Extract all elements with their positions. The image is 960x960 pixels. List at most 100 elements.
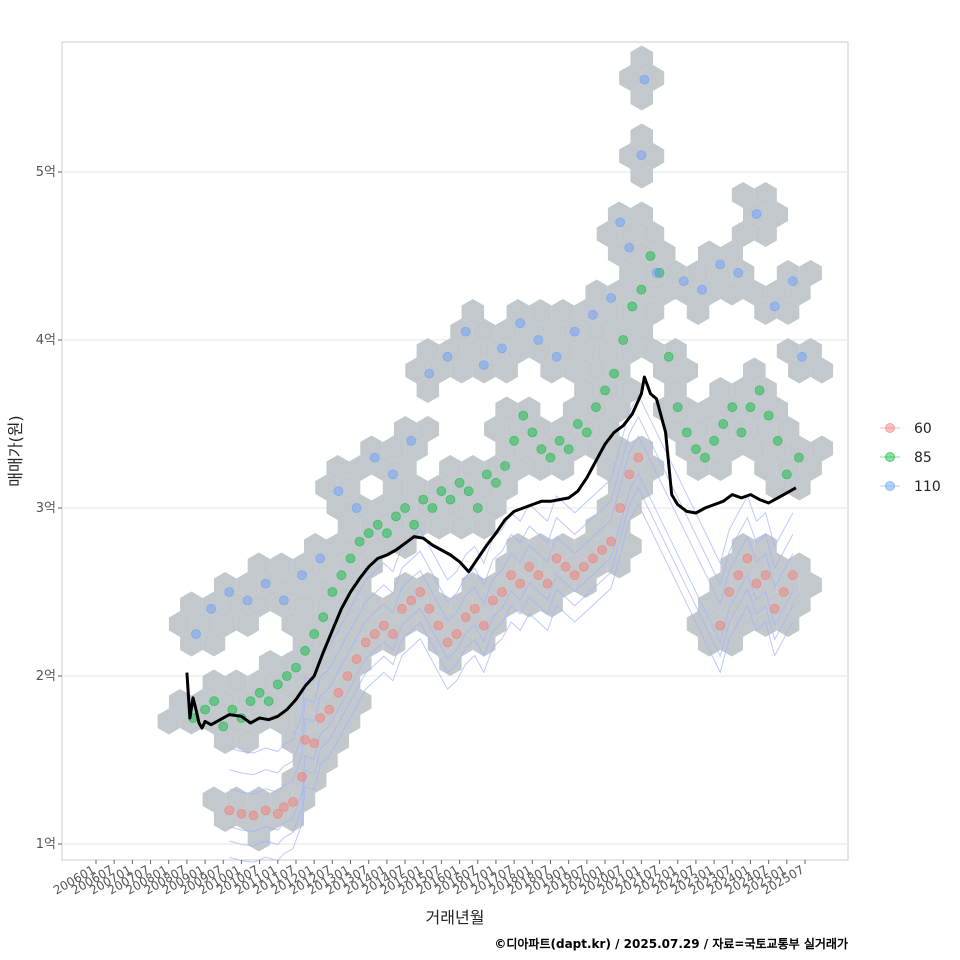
hex-bin	[776, 416, 800, 442]
hex-bin	[664, 377, 687, 403]
data-point-85	[200, 704, 210, 715]
hex-bin	[349, 572, 372, 598]
hex-bin	[202, 591, 226, 618]
data-point-85	[654, 267, 665, 278]
hex-bin	[270, 552, 293, 579]
hex-bin	[720, 396, 743, 423]
hex-bin	[270, 786, 293, 813]
data-point-110	[278, 595, 289, 606]
data-point-85	[645, 251, 656, 261]
hex-bin	[292, 591, 316, 618]
hex-bin	[506, 455, 530, 481]
hex-bin	[484, 416, 507, 442]
hex-bin	[799, 260, 822, 286]
hex-bin	[258, 689, 282, 715]
data-point-60	[288, 797, 298, 807]
data-point-85	[609, 368, 620, 379]
hex-bin	[202, 630, 226, 657]
hex-bin	[765, 201, 789, 228]
hex-bin	[551, 338, 575, 364]
data-point-60	[597, 545, 607, 555]
data-point-110	[606, 293, 616, 303]
hex-bin	[394, 455, 417, 481]
data-point-85	[427, 503, 438, 513]
hex-bin	[495, 318, 518, 345]
hex-bin	[506, 299, 530, 325]
hex-bin	[191, 611, 214, 637]
hex-bin	[270, 708, 293, 735]
hex-bin	[540, 318, 563, 345]
hex-bin	[607, 318, 631, 345]
hex-bin	[562, 318, 586, 345]
data-point-85	[700, 452, 710, 463]
hex-bin	[382, 513, 406, 540]
legend: 60 85 110	[880, 421, 941, 495]
hex-bin	[540, 435, 563, 462]
hex-bin	[484, 455, 507, 481]
data-point-85	[763, 410, 774, 421]
hex-bin	[641, 143, 665, 169]
hex-bin	[506, 338, 530, 364]
hex-bin	[596, 533, 620, 559]
data-point-110	[315, 553, 326, 564]
data-point-110	[191, 629, 201, 639]
data-point-85	[372, 519, 383, 530]
data-point-110	[515, 318, 526, 329]
data-point-85	[509, 435, 520, 446]
hex-bin	[337, 591, 361, 618]
data-point-85	[794, 452, 804, 463]
hex-bin	[641, 221, 665, 247]
hex-bin	[754, 611, 777, 637]
legend-key-point	[885, 481, 895, 491]
y-tick-label: 5억	[36, 165, 56, 180]
hex-bin	[450, 630, 473, 657]
hex-bin	[439, 494, 462, 520]
hex-bin	[529, 455, 552, 481]
hex-bin	[540, 552, 563, 579]
hex-bin	[484, 611, 507, 637]
data-point-85	[463, 486, 474, 497]
hex-bin	[472, 474, 496, 501]
hex-bin	[810, 435, 834, 462]
hex-bin	[686, 455, 710, 481]
data-point-60	[451, 629, 462, 639]
hex-bin	[731, 221, 755, 247]
hex-bin	[607, 396, 631, 423]
hex-bin	[439, 338, 462, 364]
data-point-60	[442, 637, 453, 648]
hex-bin	[495, 591, 518, 618]
data-point-60	[569, 570, 580, 581]
hex-bin	[664, 416, 687, 442]
hex-bin	[698, 240, 721, 267]
density-contours	[229, 394, 794, 863]
data-point-60	[309, 738, 320, 749]
hex-bin	[304, 611, 327, 637]
hex-bin	[619, 494, 642, 520]
hex-bin	[731, 611, 755, 637]
hex-bin	[382, 435, 406, 462]
density-contour	[229, 434, 794, 795]
hex-bin	[686, 299, 710, 325]
hex-bin	[326, 455, 349, 481]
data-point-60	[542, 578, 553, 589]
hex-bin	[754, 416, 777, 442]
hex-bin	[405, 474, 428, 501]
hex-bin	[394, 416, 417, 442]
hex-bin	[236, 806, 259, 832]
y-tick-label: 2억	[36, 669, 56, 684]
hex-bin	[630, 201, 653, 228]
data-point-85	[391, 511, 401, 522]
data-point-60	[272, 808, 283, 819]
hex-bin	[698, 279, 721, 306]
data-point-85	[436, 486, 447, 497]
hex-bin	[337, 513, 361, 540]
hex-bin	[709, 377, 732, 403]
source-caption: ©디아파트(dapt.kr) / 2025.07.29 / 자료=국토교통부 실…	[494, 936, 848, 951]
data-point-85	[672, 402, 683, 413]
hex-bin	[619, 260, 642, 286]
hex-bin	[326, 650, 349, 676]
data-point-85	[581, 427, 592, 438]
hex-bin	[281, 572, 304, 598]
hex-bin	[427, 513, 451, 540]
